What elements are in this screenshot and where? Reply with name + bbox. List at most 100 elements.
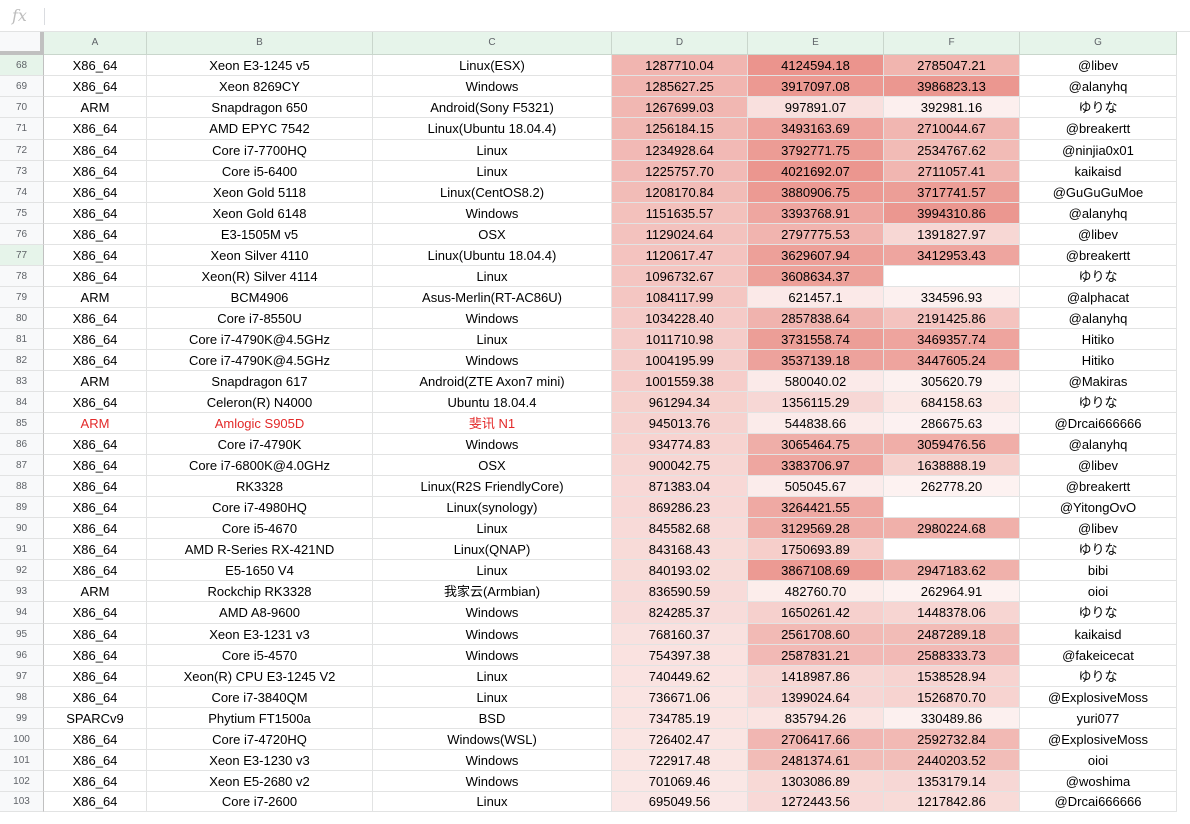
cell-score-f[interactable]: 286675.63 [884,413,1020,434]
cell-cpu[interactable]: Xeon E3-1245 v5 [147,55,373,76]
cell-contributor[interactable]: yuri077 [1020,708,1177,729]
cell-contributor[interactable]: @libev [1020,55,1177,76]
cell-contributor[interactable]: @Drcai666666 [1020,792,1177,812]
row-header[interactable]: 72 [0,140,44,161]
cell-score-e[interactable]: 997891.07 [748,97,884,118]
cell-score-e[interactable]: 3731558.74 [748,329,884,350]
cell-os[interactable]: Linux(synology) [373,497,612,518]
cell-contributor[interactable]: @alanyhq [1020,434,1177,455]
row-header[interactable]: 90 [0,518,44,539]
cell-os[interactable]: Windows [373,350,612,371]
cell-contributor[interactable]: kaikaisd [1020,624,1177,645]
cell-contributor[interactable]: @libev [1020,455,1177,476]
row-header[interactable]: 71 [0,118,44,140]
cell-cpu[interactable]: RK3328 [147,476,373,497]
cell-score-e[interactable]: 544838.66 [748,413,884,434]
row-header[interactable]: 81 [0,329,44,350]
cell-contributor[interactable]: @alanyhq [1020,203,1177,224]
cell-score-e[interactable]: 3880906.75 [748,182,884,203]
cell-score-d[interactable]: 900042.75 [612,455,748,476]
cell-architecture[interactable]: ARM [44,581,147,602]
cell-os[interactable]: OSX [373,455,612,476]
cell-contributor[interactable]: @alanyhq [1020,308,1177,329]
cell-contributor[interactable]: ゆりな [1020,602,1177,624]
cell-score-f[interactable] [884,266,1020,287]
cell-score-f[interactable]: 3447605.24 [884,350,1020,371]
cell-score-d[interactable]: 736671.06 [612,687,748,708]
cell-architecture[interactable]: X86_64 [44,266,147,287]
cell-score-f[interactable]: 1448378.06 [884,602,1020,624]
cell-cpu[interactable]: Snapdragon 617 [147,371,373,392]
cell-cpu[interactable]: Core i7-4790K [147,434,373,455]
cell-cpu[interactable]: E3-1505M v5 [147,224,373,245]
cell-architecture[interactable]: X86_64 [44,76,147,97]
row-header[interactable]: 75 [0,203,44,224]
cell-cpu[interactable]: Core i7-8550U [147,308,373,329]
row-header[interactable]: 91 [0,539,44,560]
row-header[interactable]: 100 [0,729,44,750]
cell-cpu[interactable]: Xeon Gold 6148 [147,203,373,224]
cell-cpu[interactable]: Xeon 8269CY [147,76,373,97]
cell-score-e[interactable]: 3493163.69 [748,118,884,140]
cell-contributor[interactable]: bibi [1020,560,1177,581]
cell-score-f[interactable]: 2980224.68 [884,518,1020,539]
cell-contributor[interactable]: @woshima [1020,771,1177,792]
cell-os[interactable]: BSD [373,708,612,729]
cell-score-d[interactable]: 734785.19 [612,708,748,729]
cell-os[interactable]: Linux [373,329,612,350]
cell-os[interactable]: Windows [373,750,612,771]
cell-score-f[interactable]: 3412953.43 [884,245,1020,266]
row-header[interactable]: 86 [0,434,44,455]
row-header[interactable]: 70 [0,97,44,118]
cell-architecture[interactable]: X86_64 [44,771,147,792]
cell-score-f[interactable]: 334596.93 [884,287,1020,308]
cell-score-d[interactable]: 1285627.25 [612,76,748,97]
row-header[interactable]: 93 [0,581,44,602]
cell-os[interactable]: Linux(Ubuntu 18.04.4) [373,245,612,266]
cell-score-d[interactable]: 722917.48 [612,750,748,771]
cell-os[interactable]: Linux [373,687,612,708]
cell-score-d[interactable]: 1011710.98 [612,329,748,350]
cell-score-f[interactable]: 3469357.74 [884,329,1020,350]
cell-architecture[interactable]: X86_64 [44,602,147,624]
cell-os[interactable]: Linux(ESX) [373,55,612,76]
row-header[interactable]: 101 [0,750,44,771]
cell-score-e[interactable]: 621457.1 [748,287,884,308]
cell-score-f[interactable]: 262964.91 [884,581,1020,602]
cell-contributor[interactable]: oioi [1020,581,1177,602]
cell-contributor[interactable]: oioi [1020,750,1177,771]
cell-contributor[interactable]: @alphacat [1020,287,1177,308]
cell-score-d[interactable]: 754397.38 [612,645,748,666]
cell-os[interactable]: Windows [373,771,612,792]
cell-os[interactable]: Linux [373,161,612,182]
row-header[interactable]: 97 [0,666,44,687]
cell-os[interactable]: Linux [373,518,612,539]
cell-architecture[interactable]: X86_64 [44,55,147,76]
cell-score-e[interactable]: 1399024.64 [748,687,884,708]
cell-score-e[interactable]: 2561708.60 [748,624,884,645]
cell-os[interactable]: Windows [373,76,612,97]
column-header-g[interactable]: G [1020,32,1177,55]
cell-score-e[interactable]: 1418987.86 [748,666,884,687]
cell-architecture[interactable]: ARM [44,371,147,392]
row-header[interactable]: 85 [0,413,44,434]
formula-input[interactable] [50,6,1184,28]
cell-score-d[interactable]: 740449.62 [612,666,748,687]
cell-os[interactable]: Linux(QNAP) [373,539,612,560]
cell-contributor[interactable]: @YitongOvO [1020,497,1177,518]
cell-cpu[interactable]: Core i7-3840QM [147,687,373,708]
cell-score-f[interactable]: 1538528.94 [884,666,1020,687]
cell-score-f[interactable]: 3986823.13 [884,76,1020,97]
column-header-a[interactable]: A [44,32,147,55]
cell-os[interactable]: Linux [373,792,612,812]
cell-score-f[interactable] [884,539,1020,560]
cell-os[interactable]: Linux(CentOS8.2) [373,182,612,203]
cell-cpu[interactable]: Core i7-2600 [147,792,373,812]
cell-architecture[interactable]: SPARCv9 [44,708,147,729]
cell-score-e[interactable]: 2587831.21 [748,645,884,666]
cell-architecture[interactable]: X86_64 [44,624,147,645]
cell-contributor[interactable]: @ninjia0x01 [1020,140,1177,161]
row-header[interactable]: 77 [0,245,44,266]
cell-score-e[interactable]: 2706417.66 [748,729,884,750]
cell-score-d[interactable]: 1267699.03 [612,97,748,118]
